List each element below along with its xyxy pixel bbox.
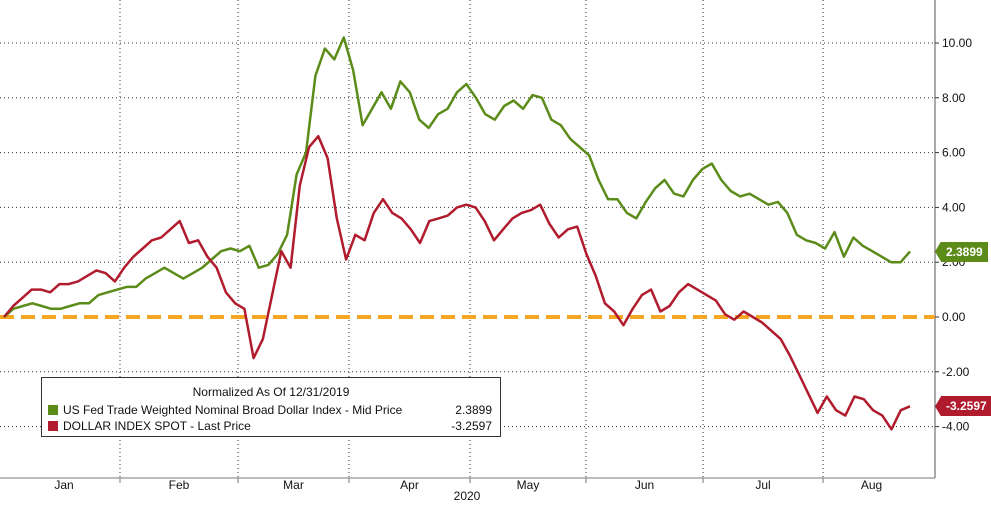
legend-value-series-1: 2.3899 xyxy=(455,403,492,417)
series-line-2 xyxy=(3,134,911,431)
badge-pointer-2 xyxy=(935,396,941,417)
x-tick-label: May xyxy=(517,478,540,492)
x-tick-label: Aug xyxy=(861,478,882,492)
x-tick-labels: Jan Feb Mar Apr May Jun Jul Aug xyxy=(54,478,882,492)
legend-box: Normalized As Of 12/31/2019 US Fed Trade… xyxy=(41,377,501,437)
y-tick-label: 0.00 xyxy=(942,310,966,324)
x-tick-label: Jul xyxy=(755,478,770,492)
x-tick-label: Feb xyxy=(169,478,190,492)
last-value-badge-series-2: -3.2597 xyxy=(941,396,991,417)
x-tick-label: Apr xyxy=(400,478,419,492)
badge-pointer-1 xyxy=(935,241,941,262)
legend-name-series-1: US Fed Trade Weighted Nominal Broad Doll… xyxy=(63,403,403,417)
legend-row-series-2: DOLLAR INDEX SPOT - Last Price -3.2597 xyxy=(48,418,492,434)
legend-swatch-series-1 xyxy=(48,405,58,415)
legend-title: Normalized As Of 12/31/2019 xyxy=(192,385,350,399)
y-tick-label: 10.00 xyxy=(942,36,972,50)
x-tick-label: Jan xyxy=(54,478,73,492)
legend-swatch-series-2 xyxy=(48,421,58,431)
x-axis-label: 2020 xyxy=(454,489,481,503)
last-value-badge-series-1: 2.3899 xyxy=(941,241,988,262)
y-tick-label: 8.00 xyxy=(942,91,966,105)
series-layer xyxy=(3,36,911,431)
legend-value-series-2: -3.2597 xyxy=(451,419,492,433)
y-tick-label: -4.00 xyxy=(942,420,970,434)
series-line-1 xyxy=(3,36,911,318)
x-tick-label: Jun xyxy=(635,478,654,492)
y-tick-label: 6.00 xyxy=(942,146,966,160)
x-tick-label: Mar xyxy=(283,478,304,492)
y-tick-label: -2.00 xyxy=(942,365,970,379)
legend-row-series-1: US Fed Trade Weighted Nominal Broad Doll… xyxy=(48,402,492,418)
y-tick-label: 4.00 xyxy=(942,200,966,214)
legend-name-series-2: DOLLAR INDEX SPOT - Last Price xyxy=(63,419,251,433)
